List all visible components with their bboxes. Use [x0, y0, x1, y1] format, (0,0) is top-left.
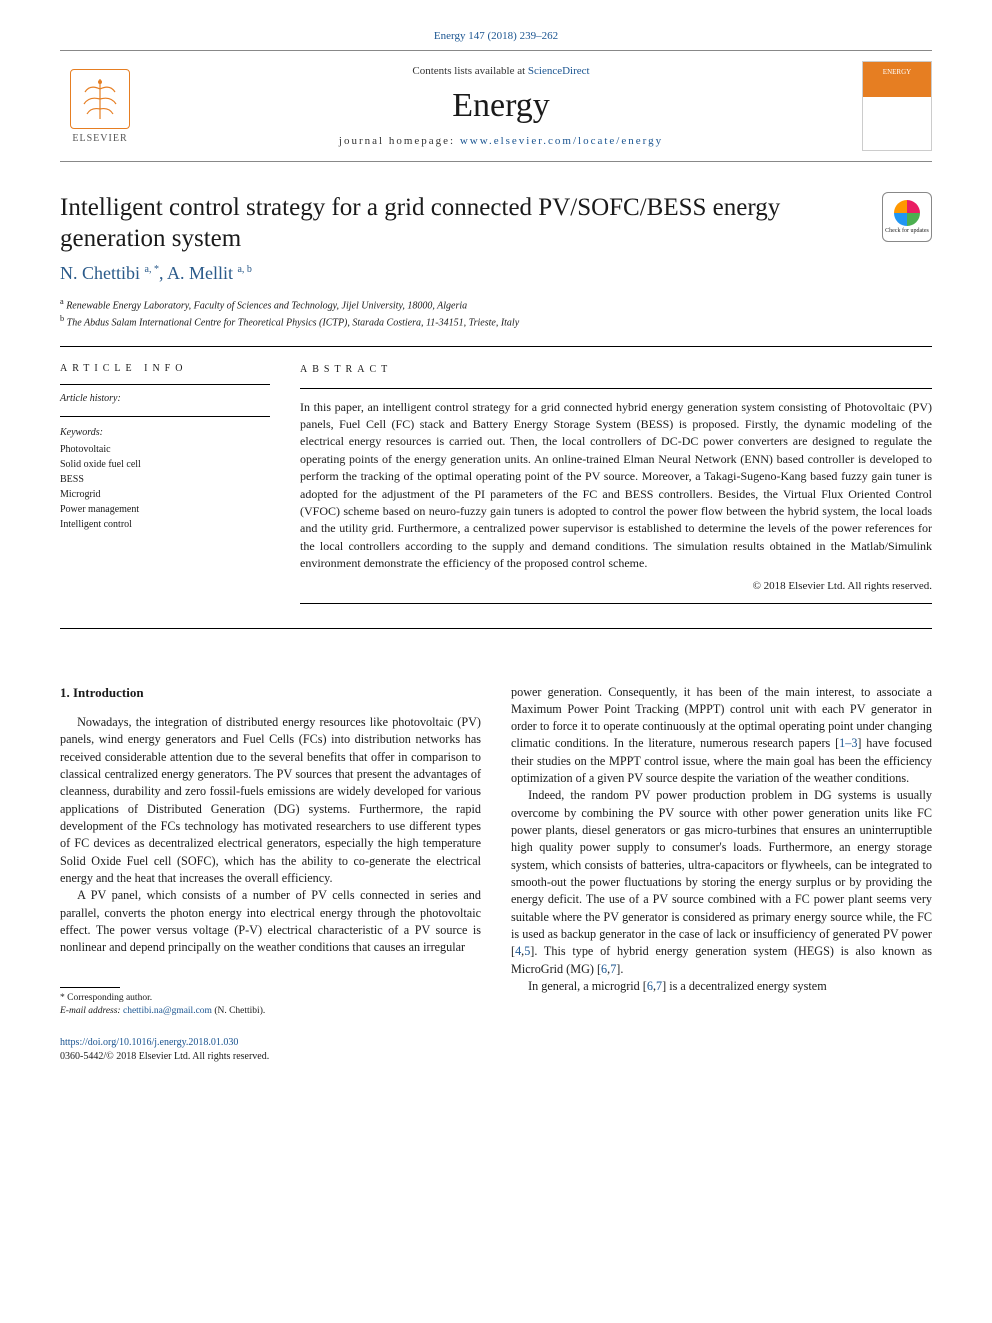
citation: Energy 147 (2018) 239–262 — [60, 30, 932, 42]
keyword: BESS — [60, 472, 270, 487]
check-updates-badge[interactable]: Check for updates — [882, 192, 932, 242]
article-history-label: Article history: — [60, 393, 270, 404]
abstract-block: ABSTRACT In this paper, an intelligent c… — [300, 363, 932, 603]
affiliations: a Renewable Energy Laboratory, Faculty o… — [60, 296, 932, 331]
homepage-prefix: journal homepage: — [339, 135, 460, 147]
affiliation-b: b The Abdus Salam International Centre f… — [60, 313, 932, 330]
keyword: Intelligent control — [60, 517, 270, 532]
keywords-label: Keywords: — [60, 427, 270, 438]
intro-heading: 1. Introduction — [60, 684, 481, 702]
ref-link[interactable]: 1–3 — [839, 736, 857, 750]
elsevier-logo: ELSEVIER — [60, 61, 140, 151]
body-paragraph: Nowadays, the integration of distributed… — [60, 714, 481, 887]
doi-link[interactable]: https://doi.org/10.1016/j.energy.2018.01… — [60, 1037, 238, 1048]
keyword: Power management — [60, 502, 270, 517]
homepage-link[interactable]: www.elsevier.com/locate/energy — [460, 135, 663, 147]
corresponding-author: * Corresponding author. — [60, 992, 481, 1005]
journal-homepage-line: journal homepage: www.elsevier.com/locat… — [339, 135, 663, 147]
crossmark-icon — [894, 200, 920, 226]
email-label: E-mail address: — [60, 1006, 123, 1016]
body-paragraph: power generation. Consequently, it has b… — [511, 684, 932, 788]
keyword: Photovoltaic — [60, 442, 270, 457]
abstract-heading: ABSTRACT — [300, 363, 932, 378]
affiliation-a: a Renewable Energy Laboratory, Faculty o… — [60, 296, 932, 313]
body-paragraph: Indeed, the random PV power production p… — [511, 787, 932, 978]
author-email[interactable]: chettibi.na@gmail.com — [123, 1006, 212, 1016]
journal-header: ELSEVIER Contents lists available at Sci… — [60, 50, 932, 162]
body-paragraph: In general, a microgrid [6,7] is a decen… — [511, 978, 932, 995]
body-text: 1. Introduction Nowadays, the integratio… — [60, 684, 932, 1065]
abstract-text: In this paper, an intelligent control st… — [300, 389, 932, 573]
journal-name: Energy — [452, 87, 550, 125]
left-column: 1. Introduction Nowadays, the integratio… — [60, 684, 481, 1065]
doi-block: https://doi.org/10.1016/j.energy.2018.01… — [60, 1036, 481, 1064]
issn-copyright: 0360-5442/© 2018 Elsevier Ltd. All right… — [60, 1050, 481, 1064]
check-updates-label: Check for updates — [885, 228, 929, 234]
contents-list-line: Contents lists available at ScienceDirec… — [412, 65, 589, 77]
article-info-heading: ARTICLE INFO — [60, 363, 270, 374]
abstract-copyright: © 2018 Elsevier Ltd. All rights reserved… — [300, 579, 932, 595]
email-line: E-mail address: chettibi.na@gmail.com (N… — [60, 1005, 481, 1018]
keyword: Microgrid — [60, 487, 270, 502]
contents-prefix: Contents lists available at — [412, 65, 527, 77]
keyword: Solid oxide fuel cell — [60, 457, 270, 472]
sciencedirect-link[interactable]: ScienceDirect — [528, 65, 590, 77]
authors: N. Chettibi a, *, A. Mellit a, b — [60, 263, 932, 284]
body-paragraph: A PV panel, which consists of a number o… — [60, 887, 481, 956]
right-column: power generation. Consequently, it has b… — [511, 684, 932, 1065]
elsevier-tree-icon — [70, 69, 130, 129]
email-suffix: (N. Chettibi). — [212, 1006, 265, 1016]
article-title: Intelligent control strategy for a grid … — [60, 192, 882, 255]
footnotes: * Corresponding author. E-mail address: … — [60, 992, 481, 1019]
article-info-block: ARTICLE INFO Article history: Keywords: … — [60, 363, 270, 603]
journal-cover-thumbnail: ENERGY — [862, 61, 932, 151]
elsevier-label: ELSEVIER — [72, 133, 127, 144]
